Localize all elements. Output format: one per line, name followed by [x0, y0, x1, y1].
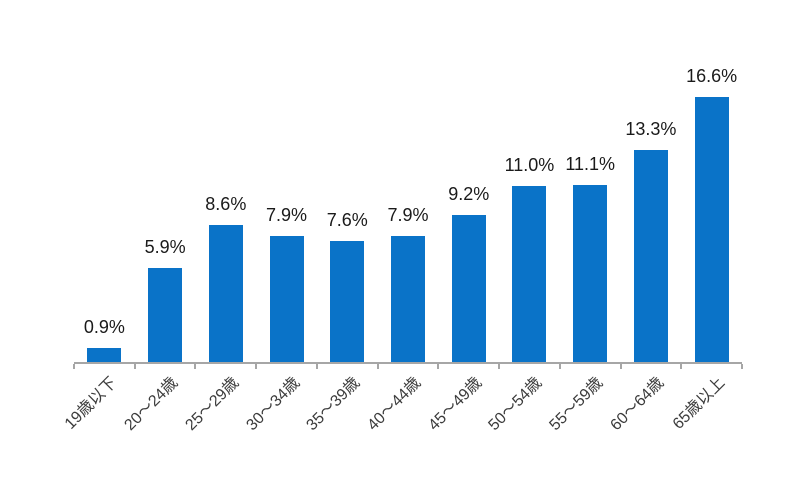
- x-axis-tick: [376, 364, 379, 369]
- x-axis-tick: [73, 364, 75, 369]
- bar-60〜64歳: [633, 150, 668, 362]
- x-axis-tick: [133, 364, 136, 369]
- value-label: 11.0%: [504, 155, 555, 175]
- value-label: 8.6%: [205, 194, 247, 214]
- x-axis-tick: [194, 364, 197, 369]
- bar-55〜59歳: [573, 185, 608, 362]
- x-axis-tick: [619, 364, 622, 369]
- value-label: 0.9%: [83, 317, 125, 337]
- value-label: 7.9%: [266, 205, 308, 225]
- value-label: 7.9%: [387, 205, 429, 225]
- x-axis-tick: [741, 364, 743, 369]
- bar-45〜49歳: [451, 215, 486, 362]
- x-axis-tick: [315, 364, 318, 369]
- bar-25〜29歳: [208, 225, 243, 362]
- x-axis-tick: [255, 364, 258, 369]
- value-label: 5.9%: [144, 237, 186, 257]
- bar-50〜54歳: [512, 186, 547, 362]
- category-label: 19歳以下: [62, 374, 121, 433]
- x-axis-tick: [437, 364, 440, 369]
- value-label: 16.6%: [686, 66, 738, 86]
- value-label: 11.1%: [565, 154, 616, 174]
- bar-20〜24歳: [148, 268, 183, 362]
- bar-19歳以下: [87, 348, 122, 362]
- bar-65歳以上: [694, 97, 729, 362]
- x-axis-tick: [680, 364, 683, 369]
- value-label: 13.3%: [625, 119, 677, 139]
- bar-40〜44歳: [391, 236, 425, 362]
- x-axis-line: [74, 362, 742, 364]
- x-axis-tick: [558, 364, 561, 369]
- value-label: 7.6%: [326, 210, 368, 230]
- value-label: 9.2%: [448, 184, 490, 204]
- bar-35〜39歳: [330, 241, 365, 362]
- bar-30〜34歳: [269, 236, 304, 362]
- x-axis-tick: [498, 364, 501, 369]
